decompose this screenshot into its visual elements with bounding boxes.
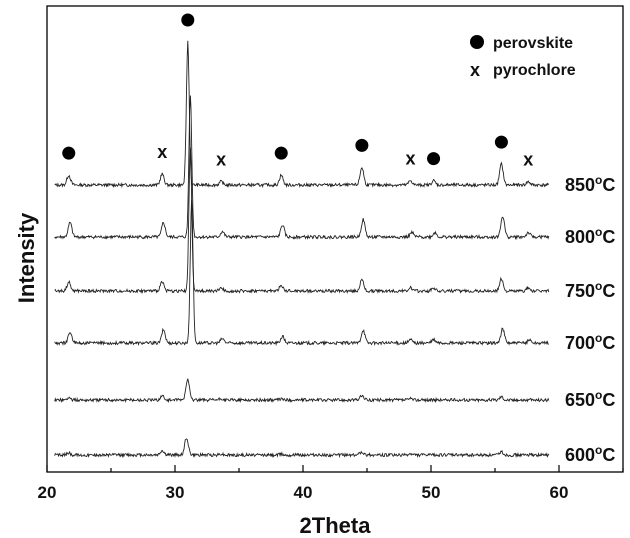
x-tick-label: 20: [38, 483, 57, 502]
traces: [54, 40, 550, 459]
x-tick-label: 60: [550, 483, 569, 502]
legend: perovskite x pyrochlore: [470, 35, 576, 80]
plot-frame: [46, 5, 624, 473]
temp-label-800: 800oC: [565, 225, 615, 247]
trace-650: [54, 378, 550, 404]
trace-800: [54, 95, 550, 241]
trace-700: [54, 199, 549, 347]
perovskite-marker: [427, 152, 441, 166]
x-tick-label: 30: [166, 483, 185, 502]
perovskite-marker: [355, 138, 369, 152]
temp-label-850: 850oC: [565, 173, 615, 195]
perovskite-marker: [181, 13, 195, 27]
pyrochlore-marker: x: [523, 150, 533, 170]
pyrochlore-marker: x: [406, 149, 416, 169]
x-axis: 20 30 40 50 60: [38, 465, 624, 502]
perovskite-marker: [494, 135, 508, 149]
phase-markers: x x x x: [62, 13, 533, 170]
legend-perovskite-marker: [470, 35, 484, 49]
trace-600: [54, 438, 550, 459]
legend-pyrochlore-marker: x: [470, 60, 480, 80]
legend-pyrochlore-label: pyrochlore: [493, 62, 576, 79]
temp-label-600: 600oC: [565, 443, 615, 465]
x-axis-title: 2Theta: [300, 513, 372, 538]
trace-850: [54, 40, 550, 189]
pyrochlore-marker: x: [157, 142, 167, 162]
temp-label-700: 700oC: [565, 331, 615, 353]
pyrochlore-marker: x: [216, 150, 226, 170]
temp-label-650: 650oC: [565, 388, 615, 410]
x-tick-label: 40: [294, 483, 313, 502]
x-tick-label: 50: [422, 483, 441, 502]
perovskite-marker: [62, 146, 76, 160]
temp-label-750: 750oC: [565, 279, 615, 301]
y-axis-title: Intensity: [14, 212, 39, 303]
trace-750: [54, 147, 550, 295]
legend-perovskite-label: perovskite: [493, 35, 573, 52]
perovskite-marker: [274, 146, 288, 160]
temperature-labels: 850oC 800oC 750oC 700oC 650oC 600oC: [565, 173, 615, 465]
